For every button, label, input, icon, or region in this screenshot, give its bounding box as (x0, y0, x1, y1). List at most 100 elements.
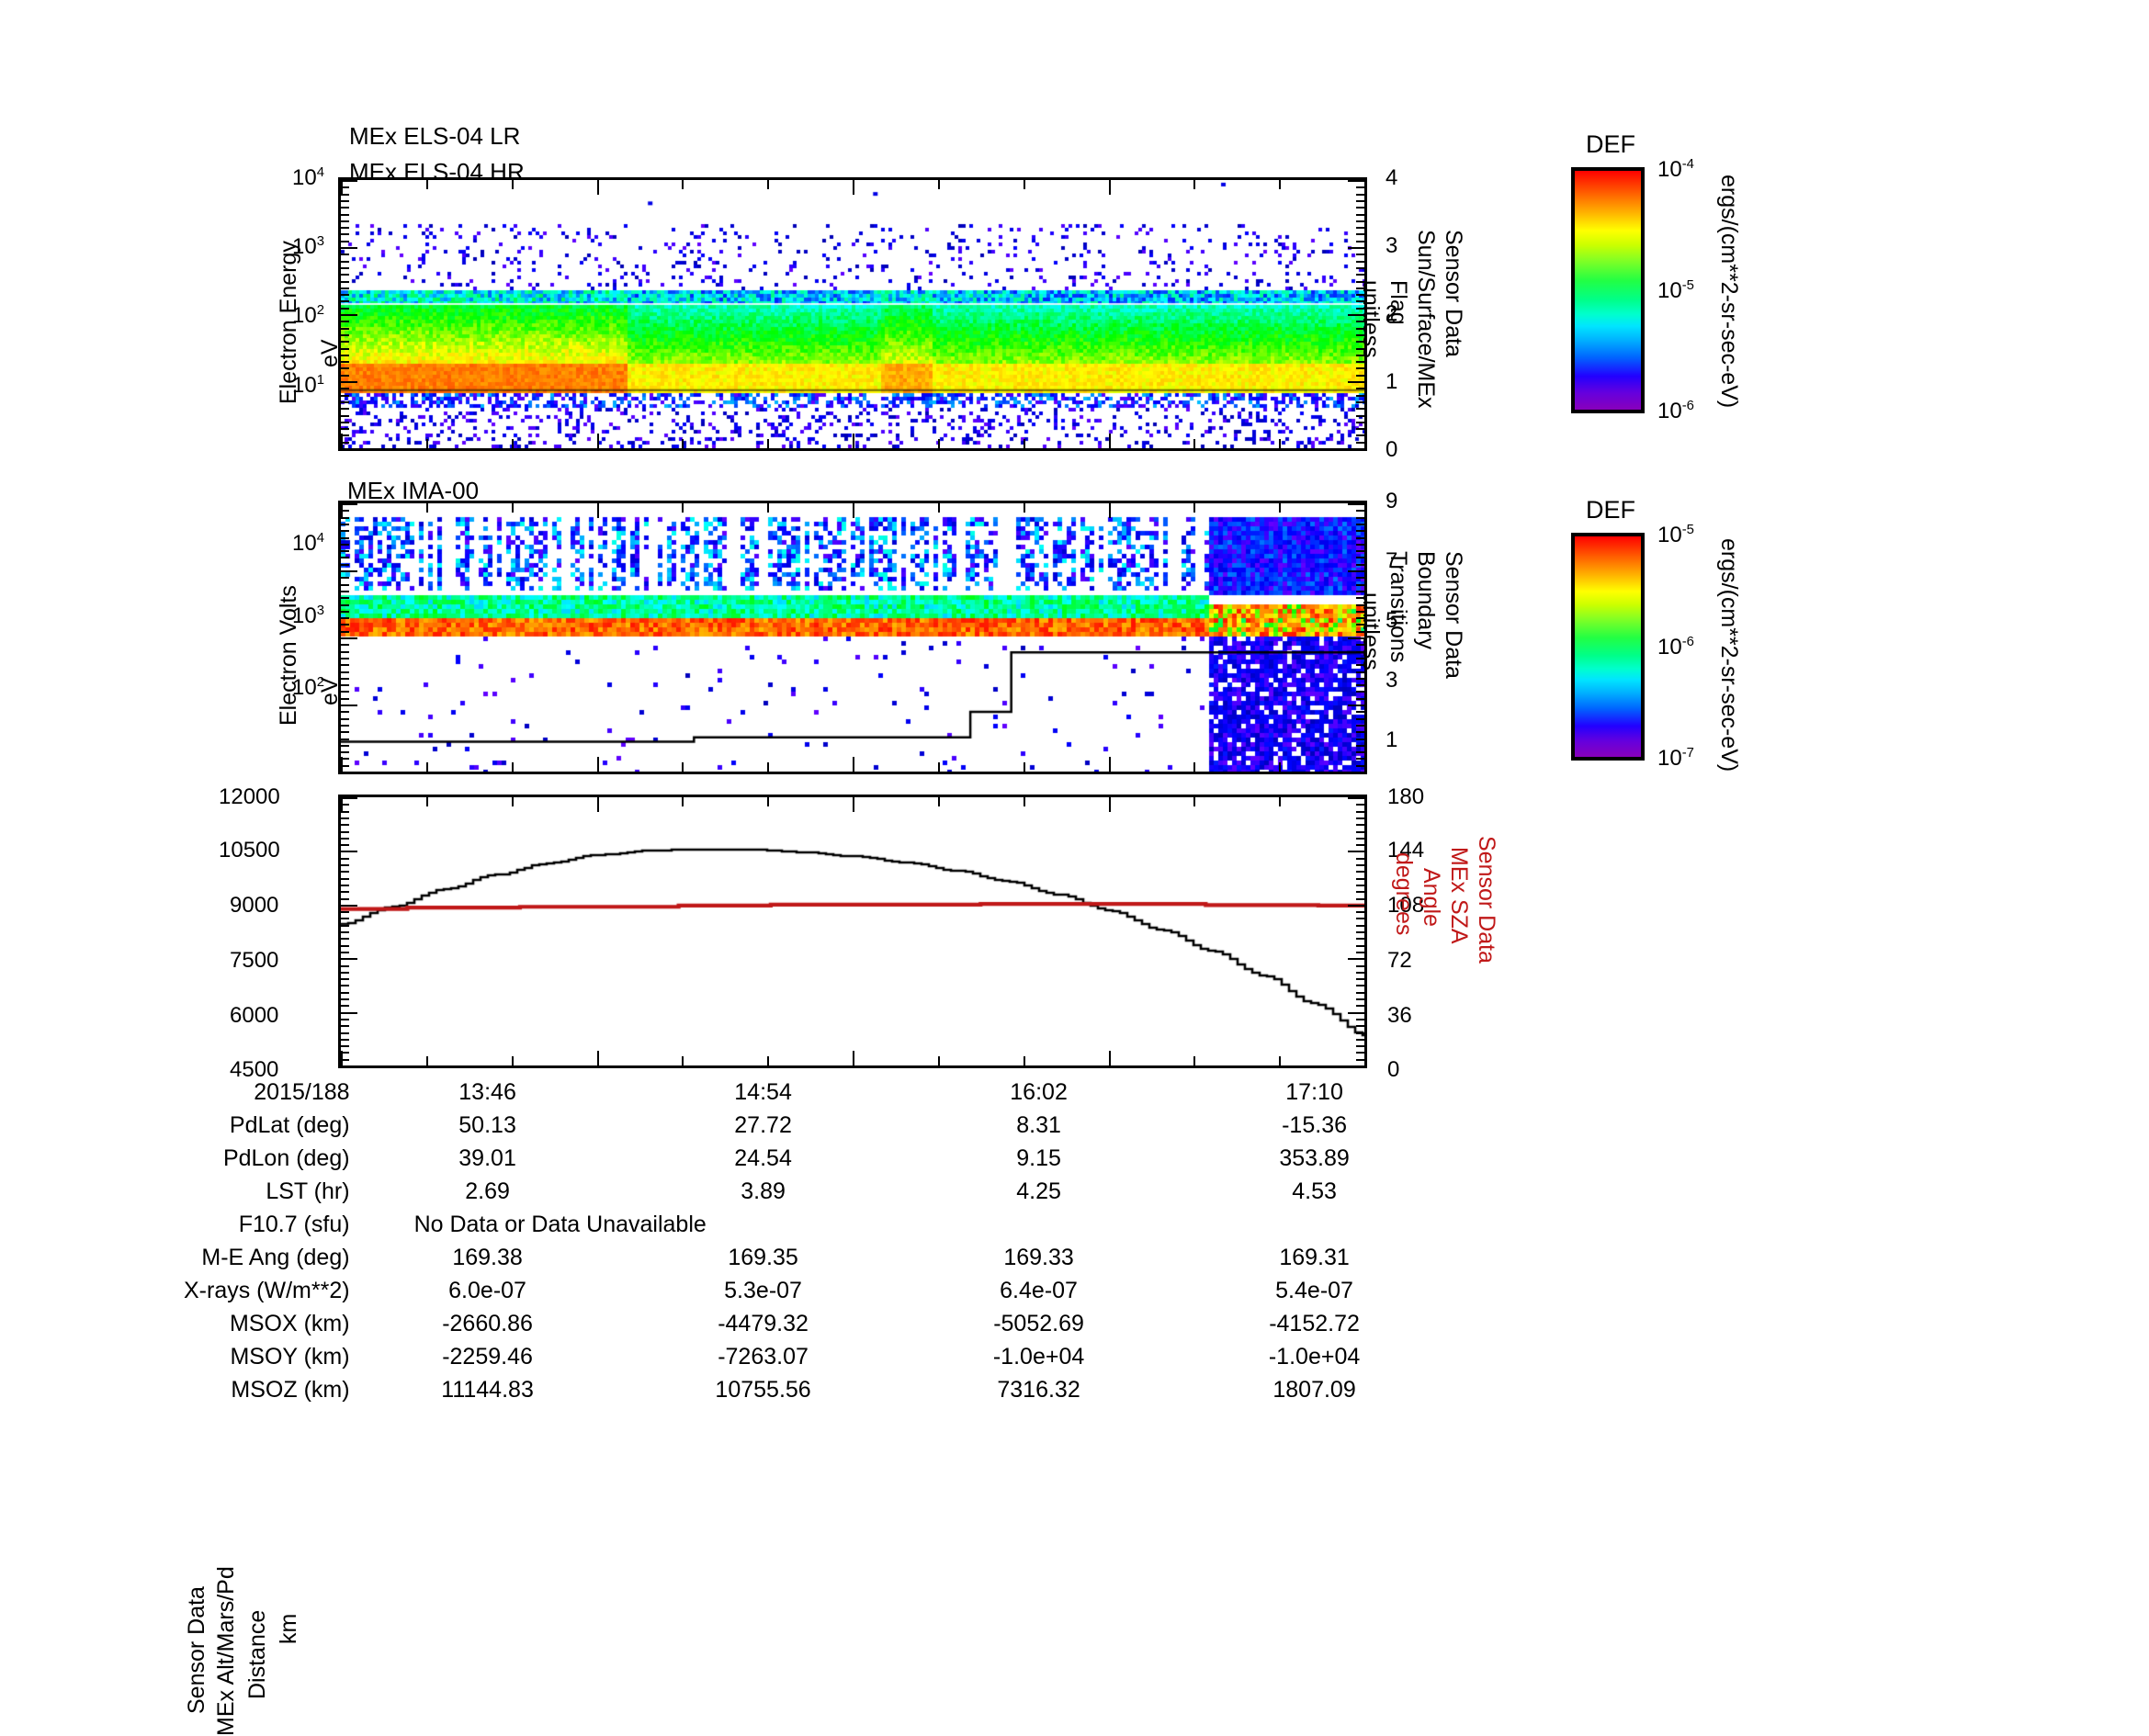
x-tick-top (682, 180, 684, 189)
table-cell: 24.54 (734, 1145, 792, 1171)
x-tick-top (1279, 797, 1281, 806)
x-tick-bottom (767, 762, 769, 772)
y-tick-right (1356, 220, 1364, 222)
y-tick-left (341, 958, 357, 960)
els-right-axis-title-l3: Flag (1385, 280, 1411, 325)
ima-right-axis-l2: Boundary (1413, 551, 1439, 650)
x-tick-top (1109, 797, 1111, 812)
y-tick-right (1356, 945, 1364, 947)
y-tick-left (341, 428, 349, 430)
y-tick-right (1356, 731, 1364, 733)
y-tick-right (1356, 745, 1364, 747)
y-tick-right (1356, 422, 1364, 423)
x-tick-bottom (938, 1056, 940, 1065)
y-tick-right (1356, 1019, 1364, 1020)
y-tick-right (1348, 1065, 1364, 1067)
ima-right-axis-title-l3: Transitions (1385, 551, 1411, 662)
y-tick-right (1356, 597, 1364, 599)
y-tick-right (1356, 804, 1364, 806)
y-tick-right (1356, 544, 1364, 546)
table-row: PdLat (deg) 50.13 27.72 8.31 -15.36 (184, 1112, 1453, 1145)
y-tick-left (341, 415, 349, 417)
table-cell: -1.0e+04 (1268, 1344, 1361, 1370)
y-tick-right (1356, 925, 1364, 927)
panel-alt: Sensor Data MEx Alt/Mars/Pd Distance km … (0, 784, 2149, 1736)
y-tick-left (341, 517, 349, 519)
y-tick-right (1356, 871, 1364, 873)
x-tick-bottom (341, 434, 343, 448)
alt-ytick-9000: 9000 (230, 893, 279, 918)
y-tick-left (341, 524, 349, 525)
y-tick-right (1356, 965, 1364, 967)
y-tick-left (341, 308, 349, 310)
x-tick-top (1193, 503, 1195, 513)
els-rtick-3: 3 (1386, 233, 1398, 258)
y-tick-right (1356, 751, 1364, 753)
table-row: PdLon (deg) 39.01 24.54 9.15 353.89 (184, 1145, 1453, 1178)
y-tick-right (1348, 1012, 1364, 1014)
y-tick-left (341, 918, 349, 919)
y-tick-left (341, 207, 349, 209)
y-tick-left (341, 214, 349, 216)
y-tick-left (341, 294, 349, 296)
y-tick-left (341, 751, 349, 753)
y-tick-left (341, 510, 349, 512)
panel-els-title-lr: MEx ELS-04 LR (349, 122, 521, 150)
alt-ytick-6000: 6000 (230, 1003, 279, 1028)
y-tick-left (341, 698, 349, 700)
y-tick-left (341, 864, 349, 866)
y-tick-right (1356, 428, 1364, 430)
sza-rtick-36: 36 (1387, 1003, 1412, 1028)
table-cell: 9.15 (1016, 1145, 1061, 1171)
y-tick-left (341, 381, 357, 383)
alt-ytick-7500: 7500 (230, 948, 279, 973)
panel-ima: MEx IMA-00 Electron Volts eV 104 103 102… (0, 459, 2149, 790)
colorbar-ima-units-text: ergs/(cm**2-sr-sec-eV) (1716, 538, 1742, 772)
table-row-label: 2015/188 (254, 1079, 350, 1105)
table-cell: 169.38 (452, 1245, 523, 1270)
y-tick-left (341, 261, 349, 263)
ima-plot-area (338, 501, 1367, 774)
x-tick-bottom (1279, 1056, 1281, 1065)
alt-left-axis-title-l2: MEx Alt/Mars/Pd (213, 1566, 240, 1736)
y-tick-left (341, 631, 349, 633)
y-tick-left (341, 434, 349, 436)
table-row-label: MSOX (km) (230, 1311, 350, 1336)
alt-left-axis-title-l4: km (276, 1614, 302, 1644)
x-tick-top (767, 503, 769, 513)
table-cell: -4479.32 (718, 1311, 809, 1336)
y-tick-left (341, 972, 349, 974)
y-tick-right (1356, 564, 1364, 566)
table-cell: -2259.46 (442, 1344, 533, 1370)
y-tick-left (341, 314, 357, 316)
y-tick-right (1356, 844, 1364, 846)
y-tick-right (1356, 408, 1364, 410)
y-tick-right (1356, 434, 1364, 436)
x-tick-top (767, 180, 769, 189)
table-row: 2015/188 13:46 14:54 16:02 17:10 (184, 1079, 1453, 1112)
table-cell: 1807.09 (1272, 1377, 1356, 1403)
y-tick-left (341, 898, 349, 900)
y-tick-left (341, 931, 349, 933)
x-tick-bottom (938, 762, 940, 772)
y-tick-left (341, 617, 349, 619)
table-cell: 6.0e-07 (448, 1278, 526, 1303)
y-tick-left (341, 985, 349, 986)
y-tick-left (341, 180, 357, 182)
y-tick-right (1348, 637, 1364, 639)
y-tick-right (1356, 671, 1364, 673)
x-tick-bottom (597, 757, 599, 772)
x-tick-bottom (597, 434, 599, 448)
x-tick-top (1279, 180, 1281, 189)
table-row-label: F10.7 (sfu) (238, 1212, 350, 1237)
y-tick-right (1356, 831, 1364, 833)
y-tick-right (1348, 772, 1364, 773)
y-tick-left (341, 1065, 357, 1067)
y-tick-right (1356, 1059, 1364, 1061)
y-tick-right (1356, 972, 1364, 974)
colorbar-ima-tick-bot: 10-7 (1657, 746, 1694, 771)
colorbar-els-units-text: ergs/(cm**2-sr-sec-eV) (1716, 175, 1742, 409)
alt-left-axis-l3: Distance (244, 1609, 270, 1699)
y-tick-right (1348, 448, 1364, 450)
y-tick-right (1348, 503, 1364, 505)
